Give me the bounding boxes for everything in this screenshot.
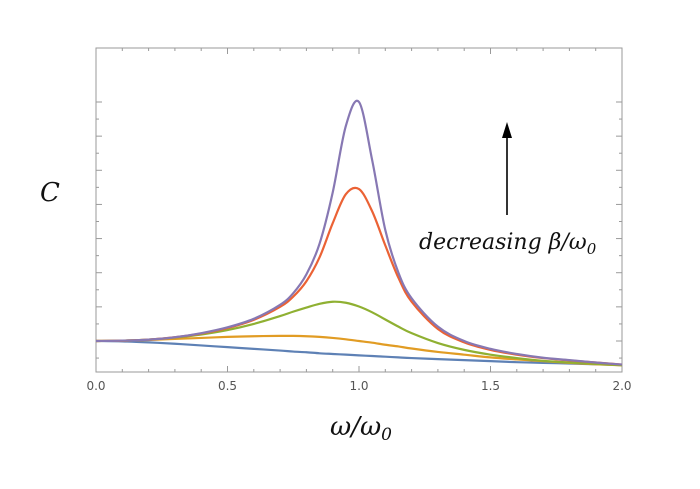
annotation-text: decreasing β/ω0: [419, 230, 597, 258]
y-ticks: [96, 101, 622, 359]
x-tick-label: 0.0: [86, 379, 105, 393]
x-ticks: 0.0 0.5 1.0 1.5 2.0: [86, 48, 632, 393]
annotation-text-sub: 0: [587, 240, 597, 258]
x-tick-label: 0.5: [218, 379, 237, 393]
x-axis-label-sub: 0: [381, 425, 392, 445]
series-line-1: [95, 339, 623, 366]
x-tick-label: 1.5: [481, 379, 500, 393]
series-line-2: [95, 334, 623, 367]
annotation-arrow-head: [502, 122, 512, 138]
x-tick-label: 1.0: [349, 379, 368, 393]
x-tick-label: 2.0: [612, 379, 631, 393]
series-line-5: [95, 99, 623, 366]
x-axis-label-main: ω/ω: [330, 412, 381, 442]
plot-frame: [95, 47, 623, 373]
y-axis-label: C: [40, 178, 60, 208]
x-axis-label: ω/ω0: [330, 412, 392, 445]
series-layer: [95, 99, 623, 367]
annotation-text-main: decreasing β/ω: [419, 230, 587, 255]
